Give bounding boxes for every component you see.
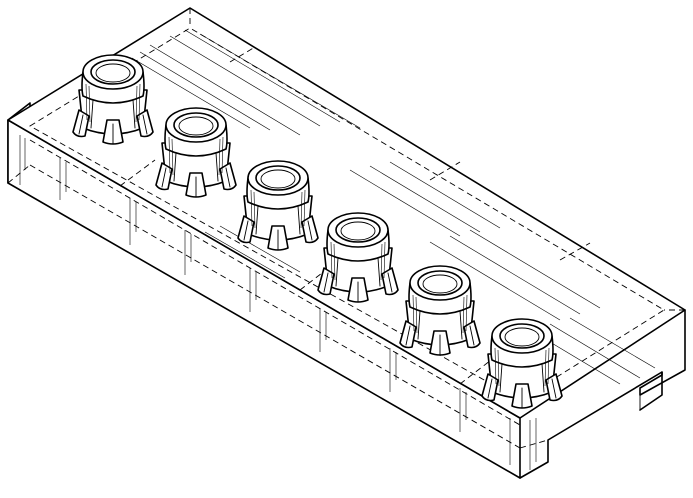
knob-1 (73, 55, 153, 144)
knob-4 (318, 213, 398, 302)
knob-2 (156, 108, 236, 197)
knob-6 (482, 319, 562, 408)
knob-5 (400, 266, 480, 355)
knob-3 (238, 161, 318, 250)
